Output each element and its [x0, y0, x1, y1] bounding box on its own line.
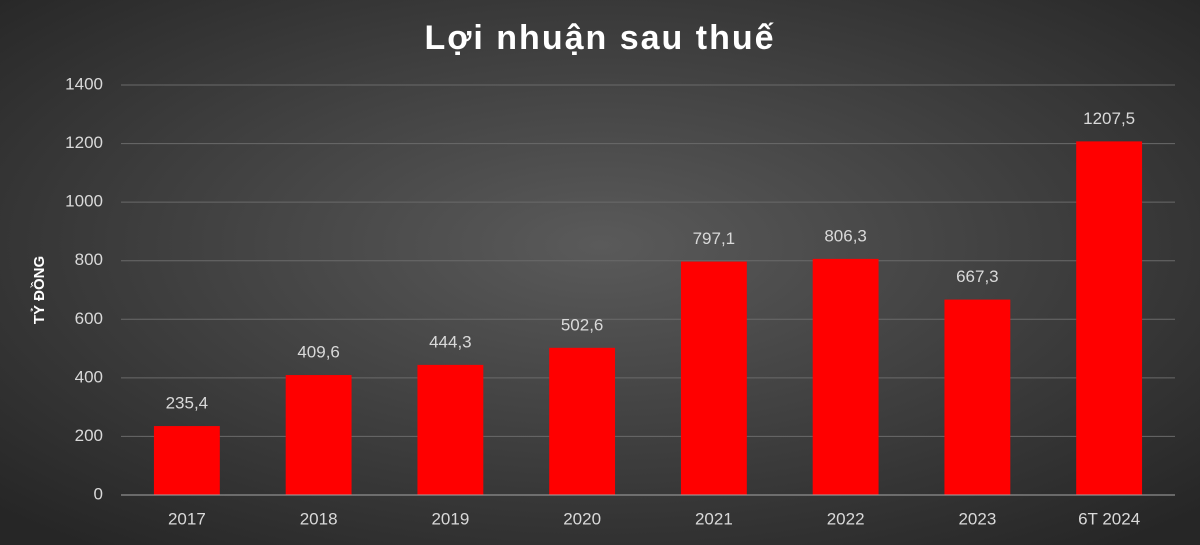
data-label: 409,6 — [297, 343, 340, 362]
bar — [680, 261, 747, 495]
data-label: 1207,5 — [1083, 109, 1135, 128]
y-axis-label: TỶ ĐỒNG — [30, 256, 48, 324]
x-tick-label: 2017 — [168, 509, 206, 528]
x-tick-label: 2020 — [563, 509, 601, 528]
bar — [944, 299, 1011, 495]
bar — [417, 364, 484, 495]
y-tick-label: 1200 — [65, 133, 103, 152]
chart-title: Lợi nhuận sau thuế — [424, 19, 775, 57]
x-tick-label: 2023 — [958, 509, 996, 528]
data-label: 235,4 — [166, 394, 209, 413]
y-tick-label: 600 — [75, 309, 103, 328]
bar — [1076, 141, 1143, 495]
y-tick-label: 400 — [75, 367, 103, 386]
bar — [285, 375, 352, 495]
x-tick-label: 6T 2024 — [1078, 509, 1140, 528]
bar — [153, 426, 220, 495]
data-label: 502,6 — [561, 315, 604, 334]
x-tick-label: 2021 — [695, 509, 733, 528]
data-label: 806,3 — [824, 226, 867, 245]
x-tick-label: 2022 — [827, 509, 865, 528]
y-tick-label: 0 — [94, 484, 103, 503]
x-tick-label: 2018 — [300, 509, 338, 528]
bar — [549, 347, 616, 495]
x-tick-label: 2019 — [431, 509, 469, 528]
y-tick-label: 1000 — [65, 192, 103, 211]
data-label: 444,3 — [429, 332, 472, 351]
y-tick-label: 800 — [75, 250, 103, 269]
bar — [812, 258, 879, 495]
data-label: 797,1 — [693, 229, 736, 248]
y-tick-label: 200 — [75, 426, 103, 445]
y-tick-label: 1400 — [65, 74, 103, 93]
data-label: 667,3 — [956, 267, 999, 286]
